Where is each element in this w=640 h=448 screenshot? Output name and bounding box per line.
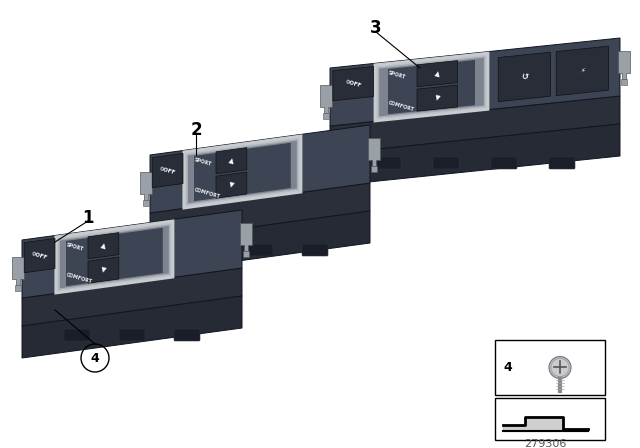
Text: 4: 4 (503, 361, 512, 374)
Text: 279306: 279306 (524, 439, 566, 448)
Polygon shape (22, 296, 242, 358)
Polygon shape (140, 172, 152, 200)
Text: 4: 4 (91, 352, 99, 365)
Text: ⚙OFF: ⚙OFF (159, 166, 177, 175)
Polygon shape (57, 223, 172, 292)
Text: ⚙OFF: ⚙OFF (344, 79, 362, 88)
FancyBboxPatch shape (247, 244, 273, 256)
Polygon shape (330, 38, 620, 126)
Text: SPORT: SPORT (387, 70, 406, 80)
FancyBboxPatch shape (119, 329, 145, 341)
Polygon shape (194, 143, 291, 201)
Text: ▲: ▲ (100, 242, 107, 250)
Bar (495, 340, 605, 395)
Text: SPORT: SPORT (194, 157, 212, 167)
Polygon shape (150, 211, 370, 273)
FancyBboxPatch shape (302, 244, 328, 256)
Polygon shape (556, 46, 609, 95)
Polygon shape (417, 60, 458, 87)
FancyBboxPatch shape (174, 329, 200, 341)
Text: ▲: ▲ (434, 70, 441, 78)
Text: SPORT: SPORT (66, 242, 84, 252)
Polygon shape (240, 224, 252, 251)
Polygon shape (12, 258, 24, 285)
Polygon shape (88, 233, 119, 259)
Polygon shape (216, 172, 247, 198)
Bar (495, 398, 605, 440)
Text: ▼: ▼ (100, 267, 107, 274)
Polygon shape (618, 52, 630, 79)
Circle shape (549, 357, 571, 379)
Bar (323, 113, 329, 120)
Text: ▼: ▼ (228, 181, 235, 189)
Polygon shape (88, 257, 119, 283)
Bar (621, 79, 627, 86)
Text: 1: 1 (83, 209, 93, 227)
Polygon shape (368, 138, 380, 166)
FancyBboxPatch shape (433, 157, 459, 169)
Bar (371, 166, 377, 172)
Text: ↺: ↺ (520, 72, 529, 82)
Bar (243, 251, 249, 258)
FancyBboxPatch shape (549, 157, 575, 169)
Polygon shape (22, 268, 242, 326)
FancyBboxPatch shape (375, 157, 401, 169)
Polygon shape (498, 52, 550, 102)
Text: 2: 2 (190, 121, 202, 139)
Text: ⚡: ⚡ (579, 67, 586, 74)
Text: ▼: ▼ (434, 95, 441, 102)
Polygon shape (330, 96, 620, 154)
Polygon shape (388, 60, 475, 114)
FancyBboxPatch shape (192, 244, 218, 256)
Polygon shape (417, 85, 458, 111)
FancyBboxPatch shape (491, 157, 517, 169)
Polygon shape (333, 66, 374, 101)
Polygon shape (216, 147, 247, 174)
Polygon shape (150, 125, 370, 213)
Bar (143, 200, 149, 207)
Text: ▲: ▲ (228, 157, 235, 164)
Polygon shape (330, 124, 620, 186)
Text: ⚙OFF: ⚙OFF (31, 251, 49, 260)
FancyBboxPatch shape (64, 329, 90, 341)
Polygon shape (24, 238, 55, 273)
Polygon shape (150, 183, 370, 241)
Polygon shape (22, 210, 242, 298)
Circle shape (551, 358, 569, 376)
Text: COMFORT: COMFORT (387, 99, 415, 112)
Polygon shape (376, 55, 486, 120)
Text: COMFORT: COMFORT (194, 187, 221, 199)
Bar (15, 285, 21, 291)
Polygon shape (320, 86, 332, 113)
Text: COMFORT: COMFORT (66, 271, 93, 284)
Polygon shape (185, 138, 300, 207)
Polygon shape (66, 228, 163, 286)
Polygon shape (152, 153, 183, 188)
Text: 3: 3 (370, 19, 382, 37)
